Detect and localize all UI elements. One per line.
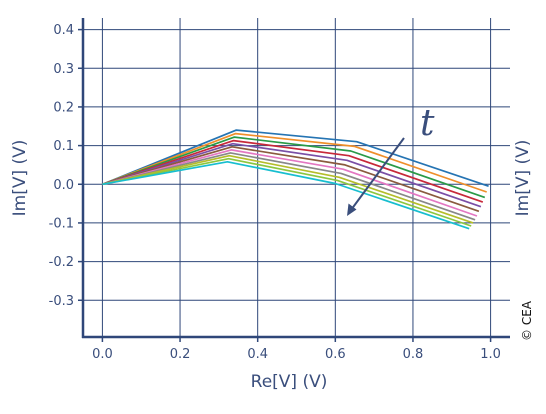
time-arrow-line	[350, 137, 405, 211]
y-tick-label-4: 0.0	[53, 178, 74, 193]
y-axis-label-left: Im[V] (V)	[10, 140, 30, 217]
time-arrow-head	[347, 203, 357, 216]
series-line-10	[102, 157, 472, 227]
series-line-5	[102, 142, 482, 208]
y-tick-label-0: 0.4	[53, 23, 74, 38]
series-line-3	[102, 136, 486, 199]
x-tick-label-5: 1.0	[480, 347, 501, 362]
tick-labels: 0.0 0.2 0.4 0.6 0.8 1.0 0.4 0.3 0.2 0.1 0.0 -0.1 -0.…	[49, 23, 501, 362]
series-line-9	[102, 154, 474, 224]
x-tick-label-2: 0.4	[247, 347, 268, 362]
series-line-8	[102, 152, 476, 221]
series-line-7	[102, 149, 478, 217]
series-line-6	[102, 145, 480, 213]
series-line-11	[102, 160, 470, 230]
y-tick-label-3: 0.1	[53, 139, 74, 154]
x-tick-label-0: 0.0	[92, 347, 113, 362]
axes	[78, 18, 510, 342]
series-line-2	[102, 132, 487, 193]
x-tick-label-1: 0.2	[170, 347, 191, 362]
y-tick-label-2: 0.2	[53, 100, 74, 115]
x-tick-label-4: 0.8	[403, 347, 424, 362]
time-annotation: t	[420, 103, 435, 144]
series-group	[102, 129, 489, 230]
series-line-1	[102, 129, 489, 188]
y-tick-label-5: -0.1	[49, 216, 74, 231]
series-line-4	[102, 139, 484, 203]
y-tick-label-1: 0.3	[53, 62, 74, 77]
x-axis-label: Re[V] (V)	[251, 372, 328, 392]
y-tick-label-6: -0.2	[49, 255, 74, 270]
credit-label: © CEA	[520, 300, 534, 341]
y-tick-label-7: -0.3	[49, 294, 74, 309]
time-arrow	[347, 137, 405, 216]
y-axis-label-right: Im[V] (V)	[513, 140, 533, 217]
x-tick-label-3: 0.6	[325, 347, 346, 362]
